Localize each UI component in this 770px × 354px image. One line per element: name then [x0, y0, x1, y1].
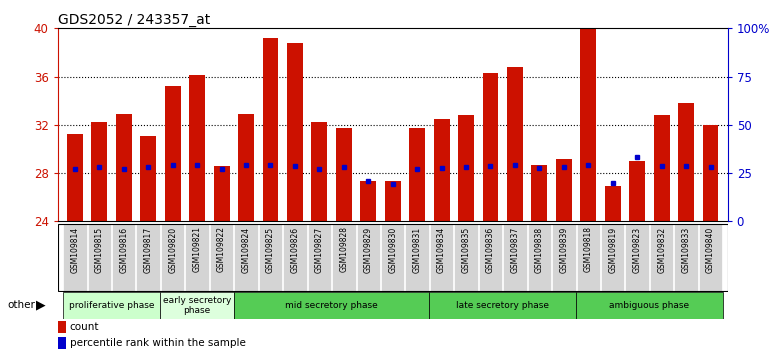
Text: proliferative phase: proliferative phase [69, 301, 154, 310]
Bar [62, 292, 160, 319]
Text: GSM109827: GSM109827 [315, 227, 324, 273]
FancyBboxPatch shape [88, 224, 111, 291]
FancyBboxPatch shape [504, 224, 527, 291]
Text: ambiguous phase: ambiguous phase [609, 301, 689, 310]
Bar [116, 114, 132, 221]
Text: GSM109829: GSM109829 [363, 227, 373, 273]
Text: GSM109815: GSM109815 [95, 227, 104, 273]
Bar [213, 166, 229, 221]
FancyBboxPatch shape [136, 224, 160, 291]
Text: mid secretory phase: mid secretory phase [285, 301, 378, 310]
Text: GSM109823: GSM109823 [633, 227, 641, 273]
Bar [336, 129, 352, 221]
FancyBboxPatch shape [259, 224, 282, 291]
Bar [409, 129, 425, 221]
Bar [604, 186, 621, 221]
Text: GSM109836: GSM109836 [486, 227, 495, 273]
Text: GSM109828: GSM109828 [340, 227, 348, 273]
Text: GSM109839: GSM109839 [559, 227, 568, 273]
Bar [678, 103, 694, 221]
Bar [531, 165, 547, 221]
FancyBboxPatch shape [625, 224, 649, 291]
FancyBboxPatch shape [209, 224, 233, 291]
Bar [507, 67, 523, 221]
FancyBboxPatch shape [186, 224, 209, 291]
FancyBboxPatch shape [699, 224, 722, 291]
Text: late secretory phase: late secretory phase [456, 301, 549, 310]
Bar [702, 125, 718, 221]
Bar [581, 28, 596, 221]
Bar [140, 136, 156, 221]
FancyBboxPatch shape [161, 224, 184, 291]
Text: ▶: ▶ [36, 299, 46, 312]
Text: percentile rank within the sample: percentile rank within the sample [70, 338, 246, 348]
Text: GSM109830: GSM109830 [388, 227, 397, 273]
Bar [385, 182, 400, 221]
Text: GSM109831: GSM109831 [413, 227, 422, 273]
FancyBboxPatch shape [601, 224, 624, 291]
Text: GSM109838: GSM109838 [535, 227, 544, 273]
Bar [189, 75, 205, 221]
Text: GSM109833: GSM109833 [681, 227, 691, 273]
FancyBboxPatch shape [308, 224, 331, 291]
Text: GSM109837: GSM109837 [511, 227, 520, 273]
FancyBboxPatch shape [650, 224, 674, 291]
Bar [165, 86, 181, 221]
Bar [263, 38, 279, 221]
Text: GSM109817: GSM109817 [144, 227, 152, 273]
FancyBboxPatch shape [675, 224, 698, 291]
Text: GDS2052 / 243357_at: GDS2052 / 243357_at [58, 13, 210, 27]
Bar [458, 115, 474, 221]
Text: count: count [70, 322, 99, 332]
Bar [311, 122, 327, 221]
Text: early secretory
phase: early secretory phase [163, 296, 231, 315]
Text: GSM109835: GSM109835 [461, 227, 470, 273]
FancyBboxPatch shape [112, 224, 136, 291]
FancyBboxPatch shape [430, 224, 454, 291]
Bar [434, 119, 450, 221]
Bar [92, 122, 107, 221]
FancyBboxPatch shape [552, 224, 576, 291]
FancyBboxPatch shape [577, 224, 600, 291]
Bar [234, 292, 430, 319]
Bar [58, 337, 66, 349]
Text: GSM109826: GSM109826 [290, 227, 300, 273]
Bar [58, 321, 66, 333]
FancyBboxPatch shape [332, 224, 356, 291]
FancyBboxPatch shape [454, 224, 477, 291]
Bar [360, 182, 377, 221]
Bar [238, 114, 254, 221]
Text: GSM109814: GSM109814 [70, 227, 79, 273]
Text: other: other [8, 300, 35, 310]
Text: GSM109822: GSM109822 [217, 227, 226, 273]
Text: GSM109821: GSM109821 [192, 227, 202, 273]
Bar [160, 292, 234, 319]
FancyBboxPatch shape [283, 224, 306, 291]
Bar [287, 43, 303, 221]
FancyBboxPatch shape [234, 224, 258, 291]
Text: GSM109825: GSM109825 [266, 227, 275, 273]
Text: GSM109832: GSM109832 [657, 227, 666, 273]
Bar [556, 159, 572, 221]
Text: GSM109816: GSM109816 [119, 227, 129, 273]
Bar [483, 73, 498, 221]
Text: GSM109820: GSM109820 [168, 227, 177, 273]
FancyBboxPatch shape [406, 224, 429, 291]
Text: GSM109819: GSM109819 [608, 227, 618, 273]
Text: GSM109834: GSM109834 [437, 227, 446, 273]
Text: GSM109840: GSM109840 [706, 227, 715, 273]
Bar [67, 135, 83, 221]
FancyBboxPatch shape [357, 224, 380, 291]
Text: GSM109824: GSM109824 [242, 227, 250, 273]
FancyBboxPatch shape [63, 224, 86, 291]
FancyBboxPatch shape [381, 224, 404, 291]
Bar [430, 292, 576, 319]
FancyBboxPatch shape [527, 224, 551, 291]
Text: GSM109818: GSM109818 [584, 227, 593, 273]
FancyBboxPatch shape [479, 224, 502, 291]
Bar [629, 161, 645, 221]
Bar [654, 115, 670, 221]
Bar [576, 292, 723, 319]
